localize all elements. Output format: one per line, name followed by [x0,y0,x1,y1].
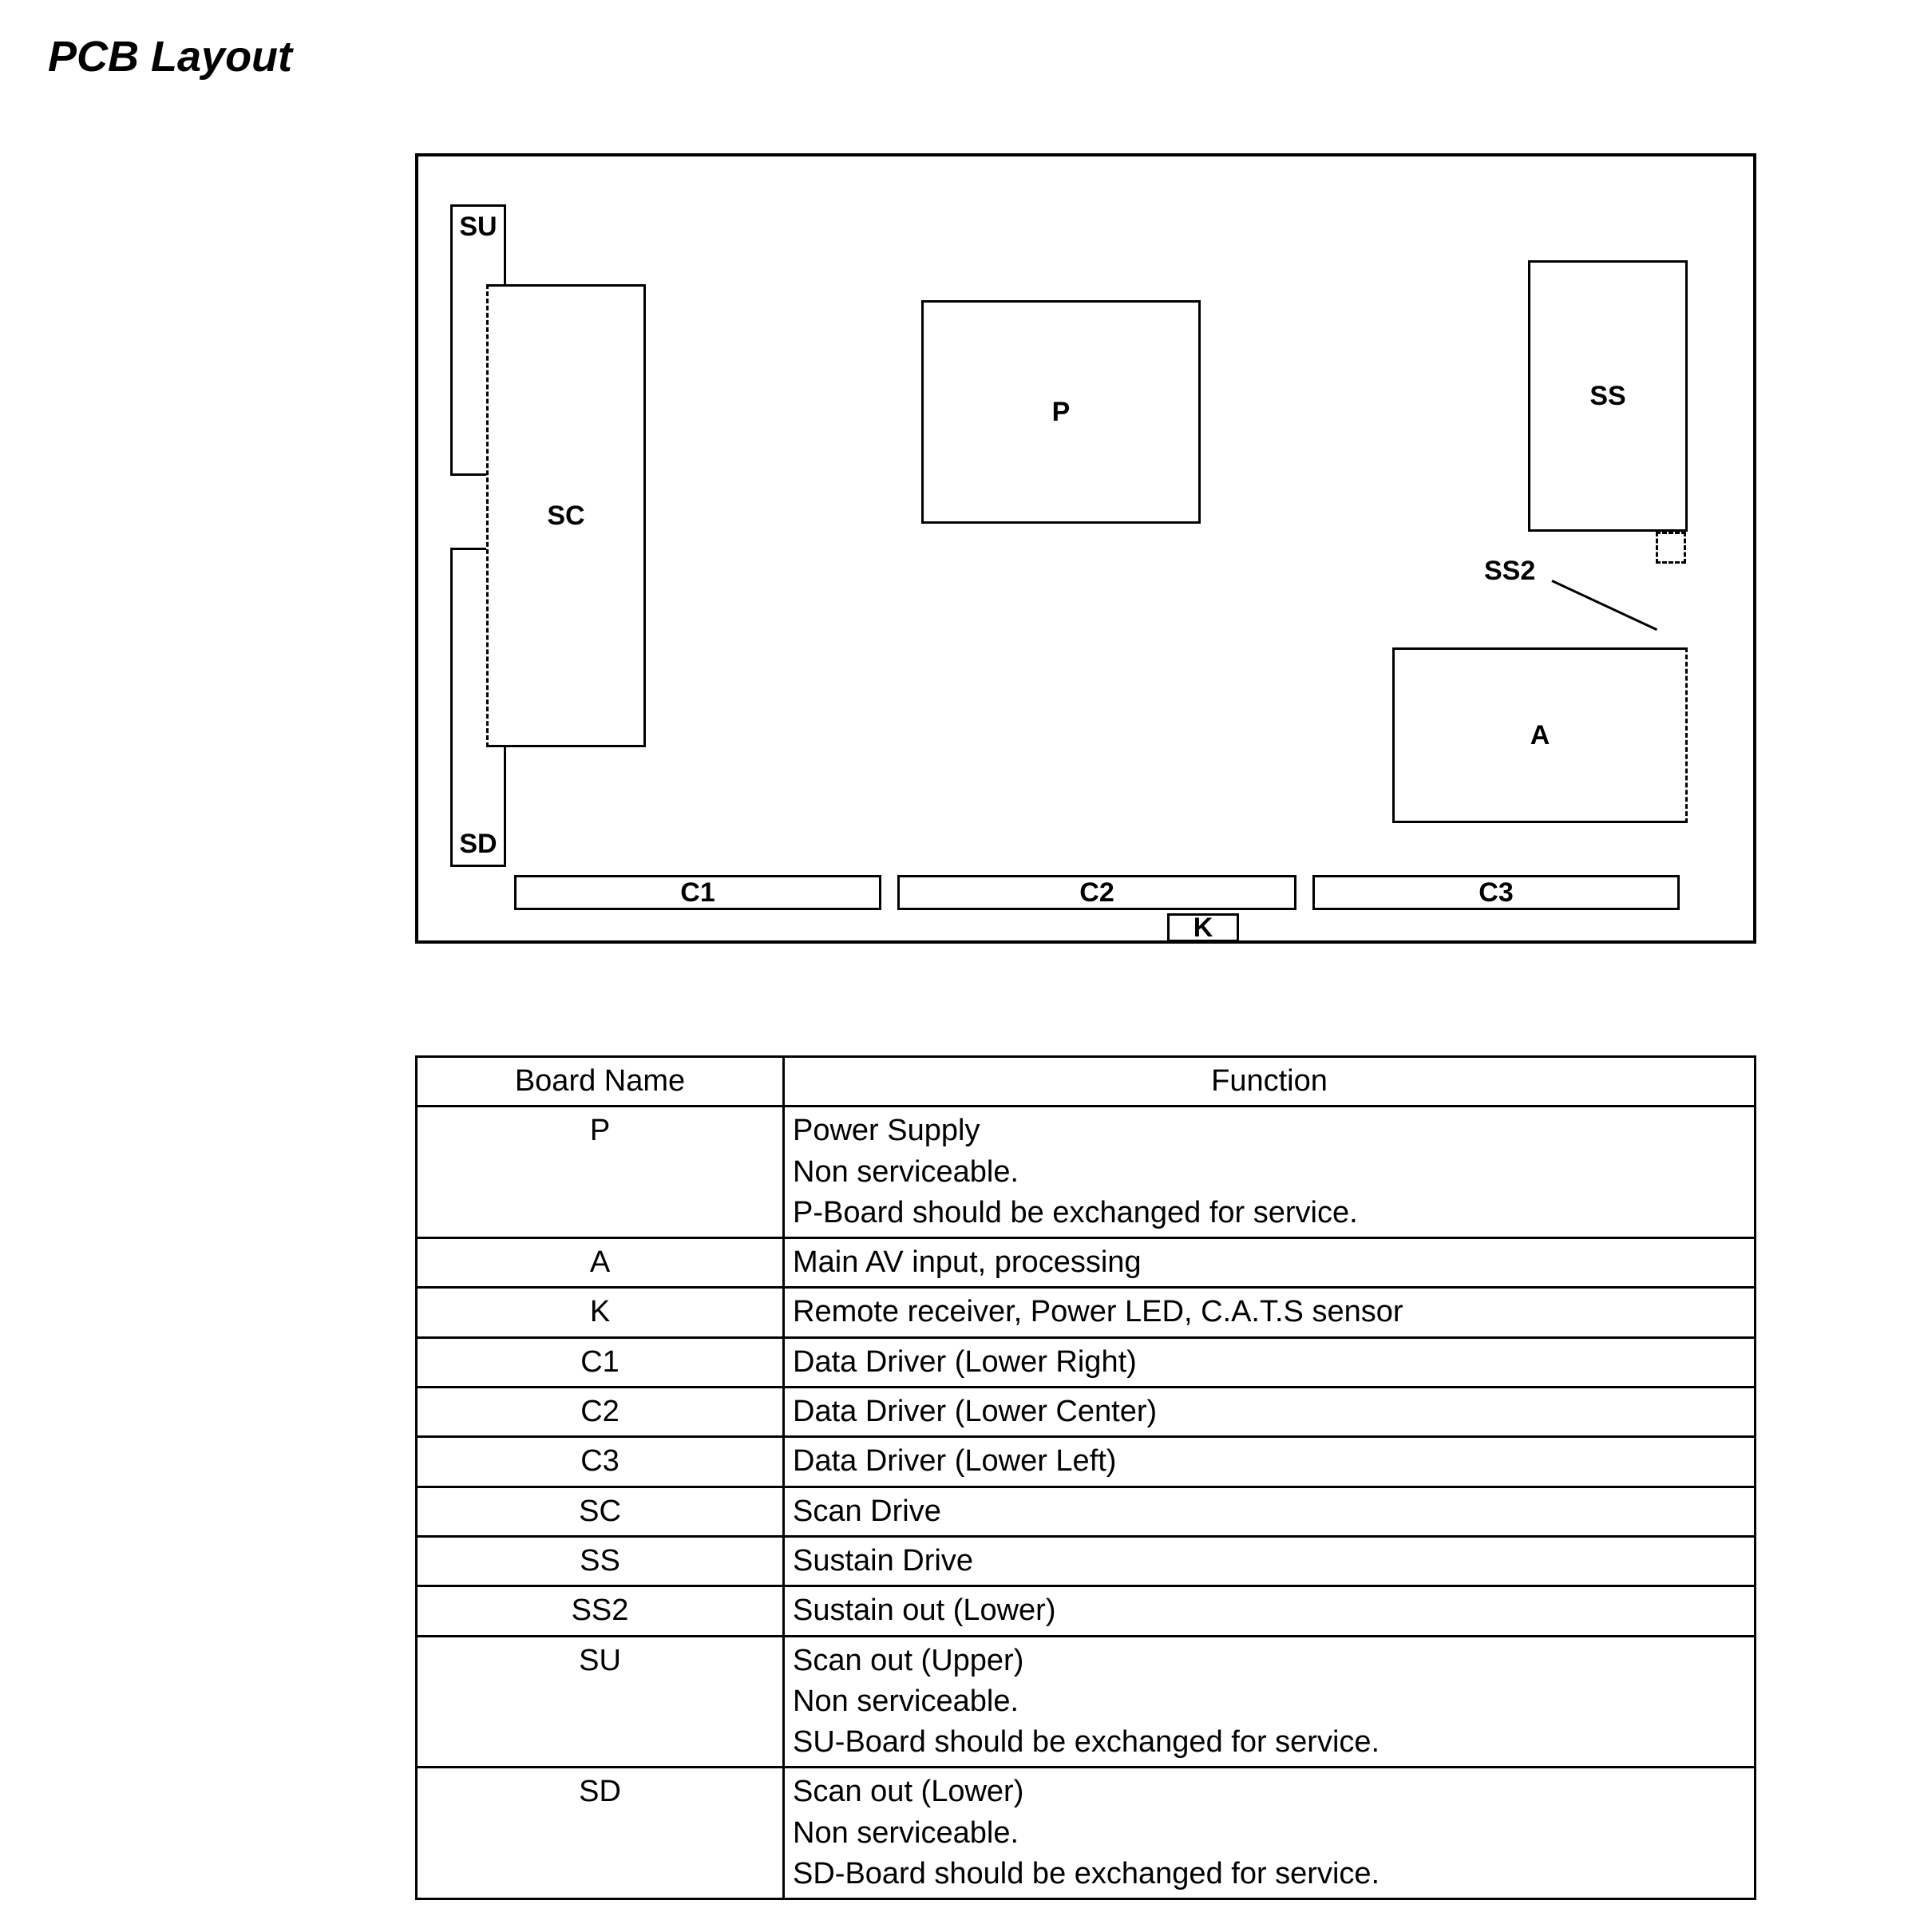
board-label-c1: C1 [680,877,715,909]
cell-function: Data Driver (Lower Left) [784,1437,1756,1487]
function-line: P-Board should be exchanged for service. [793,1193,1746,1233]
cell-board-name: C2 [417,1388,784,1437]
board-label-ss: SS [1589,381,1625,412]
function-line: Remote receiver, Power LED, C.A.T.S sens… [793,1292,1746,1332]
table-row: SUScan out (Upper)Non serviceable.SU-Boa… [417,1636,1756,1768]
board-label-a: A [1530,720,1550,751]
board-label-c2: C2 [1079,877,1114,909]
board-sc: SC [486,284,646,747]
cell-board-name: SS [417,1536,784,1586]
board-ss: SS [1528,260,1688,532]
page: PCB Layout SUSDSCPSSAC1C2C3KSS2 Board Na… [32,32,1880,1900]
table-row: AMain AV input, processing [417,1238,1756,1288]
table-row: PPower SupplyNon serviceable.P-Board sho… [417,1107,1756,1238]
board-c1: C1 [514,875,881,910]
function-line: Scan out (Lower) [793,1772,1746,1812]
table-row: SS2Sustain out (Lower) [417,1586,1756,1636]
function-line: Scan out (Upper) [793,1641,1746,1681]
cell-function: Scan out (Lower)Non serviceable.SD-Board… [784,1768,1756,1899]
ss2-callout-label: SS2 [1484,556,1535,587]
function-line: SD-Board should be exchanged for service… [793,1854,1746,1894]
board-label-c3: C3 [1479,877,1513,909]
ss2-leader-line [1551,580,1657,631]
table-row: C1Data Driver (Lower Right) [417,1337,1756,1387]
board-ss2 [1656,532,1686,564]
table-row: SSSustain Drive [417,1536,1756,1586]
board-label-sd: SD [459,829,497,860]
function-line: Power Supply [793,1111,1746,1151]
pcb-layout-diagram: SU SD SC P SS A C1 C2 C3 K SS2 [415,153,1756,944]
board-label-k: K [1194,913,1213,944]
function-line: SU-Board should be exchanged for service… [793,1722,1746,1763]
function-line: Sustain out (Lower) [793,1590,1746,1631]
board-label-sc: SC [547,501,584,532]
table-row: C3Data Driver (Lower Left) [417,1437,1756,1487]
cell-function: Scan Drive [784,1487,1756,1536]
function-line: Non serviceable. [793,1152,1746,1193]
cell-board-name: SD [417,1768,784,1899]
board-label-su: SU [459,212,497,243]
board-a: A [1392,647,1688,823]
cell-board-name: SS2 [417,1586,784,1636]
cell-function: Data Driver (Lower Right) [784,1337,1756,1387]
function-line: Scan Drive [793,1491,1746,1532]
cell-board-name: K [417,1288,784,1337]
col-function: Function [784,1057,1756,1107]
cell-board-name: C3 [417,1437,784,1487]
board-c2: C2 [897,875,1296,910]
cell-function: Sustain Drive [784,1536,1756,1586]
cell-function: Main AV input, processing [784,1238,1756,1288]
table-row: KRemote receiver, Power LED, C.A.T.S sen… [417,1288,1756,1337]
col-board-name: Board Name [417,1057,784,1107]
table-row: C2Data Driver (Lower Center) [417,1388,1756,1437]
board-k: K [1167,913,1239,942]
function-line: Non serviceable. [793,1681,1746,1722]
table-row: SDScan out (Lower)Non serviceable.SD-Boa… [417,1768,1756,1899]
function-line: Non serviceable. [793,1813,1746,1854]
cell-board-name: A [417,1238,784,1288]
table-container: Board Name Function PPower SupplyNon ser… [415,1055,1756,1900]
cell-board-name: C1 [417,1337,784,1387]
function-line: Data Driver (Lower Right) [793,1342,1746,1383]
cell-function: Remote receiver, Power LED, C.A.T.S sens… [784,1288,1756,1337]
function-line: Main AV input, processing [793,1242,1746,1283]
board-c3: C3 [1312,875,1680,910]
cell-board-name: P [417,1107,784,1238]
table-header-row: Board Name Function [417,1057,1756,1107]
diagram-container: SU SD SC P SS A C1 C2 C3 K SS2 [415,153,1756,944]
table-row: SCScan Drive [417,1487,1756,1536]
board-p: P [921,300,1201,524]
function-line: Data Driver (Lower Center) [793,1392,1746,1432]
cell-function: Data Driver (Lower Center) [784,1388,1756,1437]
cell-function: Sustain out (Lower) [784,1586,1756,1636]
function-line: Sustain Drive [793,1541,1746,1582]
cell-board-name: SU [417,1636,784,1768]
cell-board-name: SC [417,1487,784,1536]
board-label-p: P [1052,397,1071,428]
cell-function: Scan out (Upper)Non serviceable.SU-Board… [784,1636,1756,1768]
function-line: Data Driver (Lower Left) [793,1441,1746,1482]
boards-table: Board Name Function PPower SupplyNon ser… [415,1055,1756,1900]
page-title: PCB Layout [48,32,1880,81]
cell-function: Power SupplyNon serviceable.P-Board shou… [784,1107,1756,1238]
